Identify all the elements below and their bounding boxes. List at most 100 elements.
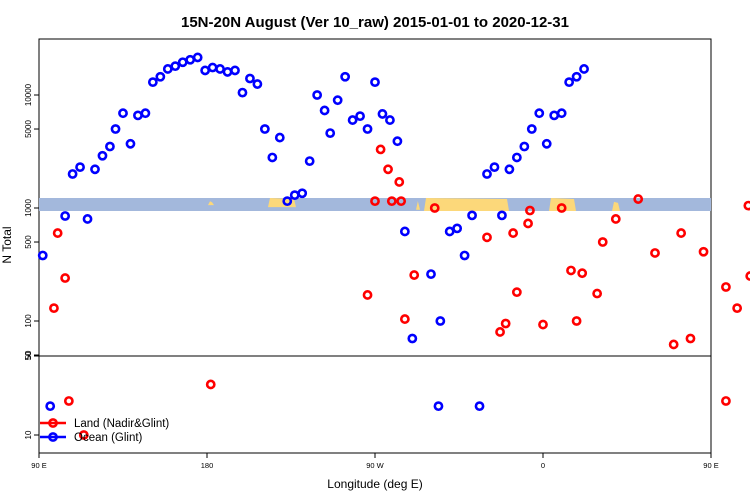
ocean-point [332, 95, 343, 106]
ocean-point [110, 124, 121, 134]
ocean-point [355, 111, 365, 122]
ocean-point [274, 132, 285, 143]
ocean-point [325, 128, 336, 139]
land-point [676, 228, 687, 238]
plot-frame [38, 38, 712, 454]
land-point [525, 205, 535, 216]
land-point [49, 303, 59, 314]
land-point [63, 396, 74, 406]
ocean-point [489, 162, 500, 173]
ocean-point [511, 152, 522, 163]
land-point [698, 246, 709, 257]
ocean-point [392, 136, 403, 147]
x-tick-label: 90 E [703, 461, 718, 470]
y-tick-label-lower: 50 [24, 351, 33, 360]
ocean-point [90, 164, 100, 175]
x-tick-label: 90 E [31, 461, 46, 470]
chart-title: 15N-20N August (Ver 10_raw) 2015-01-01 t… [181, 14, 569, 31]
land-point [592, 288, 603, 299]
ocean-point [579, 64, 589, 74]
legend-label-ocean: Ocean (Glint) [74, 432, 143, 444]
land-point [577, 268, 588, 279]
ocean-point [297, 188, 308, 199]
ocean-point [147, 77, 158, 88]
land-point [721, 282, 731, 292]
ocean-point [482, 169, 492, 179]
ocean-point [526, 124, 537, 134]
y-tick-label-upper: 50 [24, 350, 33, 359]
ocean-point [192, 52, 203, 63]
land-point [571, 316, 582, 326]
ocean-point [60, 211, 71, 221]
land-point [362, 290, 373, 300]
ocean-point [230, 65, 240, 76]
ocean-point [556, 108, 567, 119]
series-ocean [37, 52, 589, 412]
ocean-point [385, 115, 395, 125]
x-tick-label: 0 [541, 461, 545, 470]
land-point [429, 203, 440, 213]
land-point [500, 318, 511, 329]
x-tick-label: 180 [201, 461, 214, 470]
land-point [745, 271, 750, 281]
ocean-point [267, 152, 278, 163]
x-axis-label: Longitude (deg E) [327, 477, 422, 491]
map-land-patch [612, 201, 620, 211]
ocean-point [304, 156, 315, 167]
ocean-point [541, 138, 552, 149]
ocean-point [459, 250, 470, 261]
land-point [685, 333, 696, 344]
ocean-point [370, 77, 380, 88]
ocean-point [362, 124, 373, 134]
ocean-point [399, 226, 410, 237]
ocean-point [237, 87, 248, 98]
land-point [556, 203, 567, 213]
land-point [52, 228, 63, 238]
legend-label-land: Land (Nadir&Glint) [74, 418, 169, 430]
ocean-point [82, 214, 93, 224]
land-point [375, 144, 386, 155]
ocean-point [170, 61, 181, 72]
plot-area [38, 38, 712, 454]
land-point [511, 287, 522, 298]
ocean-point [125, 138, 136, 149]
y-tick-label-upper: 1000 [24, 199, 33, 217]
map-land-patch [424, 198, 509, 211]
legend-marker-land [48, 418, 58, 428]
land-point [482, 232, 492, 243]
legend-marker-ocean [48, 432, 58, 442]
land-point [409, 270, 420, 280]
land-point [668, 339, 679, 350]
y-tick-label-lower: 10 [24, 430, 33, 439]
land-point [386, 196, 397, 207]
ocean-point [534, 108, 545, 119]
axes: 90 E 180 90 W 0 90 E100005000100050010050501… [24, 83, 719, 470]
land-point [60, 273, 71, 283]
ocean-point [433, 401, 444, 412]
ocean-point [259, 124, 270, 134]
legend-entry-land: Land (Nadir&Glint) [40, 418, 169, 430]
land-point [495, 327, 505, 337]
ocean-point [407, 333, 418, 344]
ocean-point [347, 115, 358, 125]
land-point [633, 194, 644, 204]
series-land [49, 144, 750, 440]
land-point [597, 237, 608, 247]
land-point [205, 379, 216, 390]
land-point [508, 228, 519, 238]
ocean-point [474, 401, 485, 412]
ocean-point [45, 401, 56, 412]
y-tick-label-upper: 10000 [24, 83, 33, 106]
land-point [566, 265, 576, 276]
map-land-patch [416, 200, 420, 210]
land-point [610, 214, 621, 224]
land-point [399, 314, 410, 324]
ocean-point [75, 162, 85, 173]
ocean-point [504, 164, 515, 175]
land-point [732, 303, 743, 314]
ocean-point [245, 73, 255, 84]
ocean-point [312, 90, 323, 100]
ocean-point [497, 210, 507, 221]
ocean-point [67, 169, 78, 179]
legend-entry-ocean: Ocean (Glint) [40, 432, 143, 444]
